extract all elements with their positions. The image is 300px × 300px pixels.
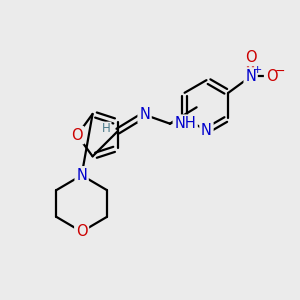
Text: −: − [275,64,286,78]
Text: N: N [201,123,212,138]
Text: O: O [76,224,88,239]
Text: N: N [76,168,87,183]
Text: O: O [71,128,83,142]
Text: O: O [245,50,256,64]
Text: N: N [245,69,256,84]
Text: H: H [102,122,111,135]
Text: O: O [266,69,277,84]
Text: +: + [253,65,262,75]
Text: NH: NH [174,116,196,131]
Text: N: N [139,107,150,122]
